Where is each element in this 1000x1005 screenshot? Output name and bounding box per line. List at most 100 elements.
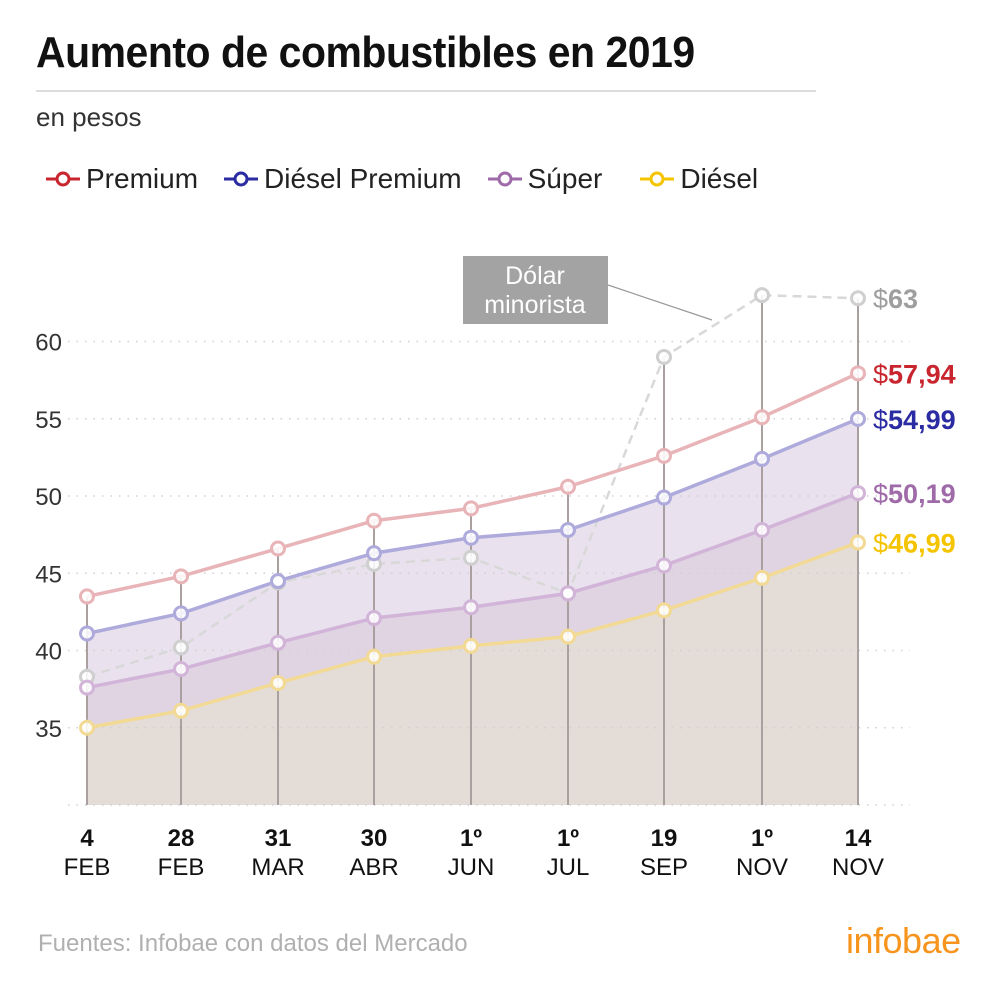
legend-item-premium: Premium — [44, 163, 198, 195]
data-point — [79, 719, 95, 736]
data-point — [173, 568, 189, 585]
data-point — [463, 599, 479, 616]
y-axis-ticks: 35 40 45 50 55 60 — [35, 330, 62, 743]
data-point — [463, 549, 479, 566]
legend-marker-icon — [640, 171, 675, 187]
title-divider — [36, 90, 816, 92]
end-label-value: 50,19 — [888, 479, 956, 509]
annotation-box — [463, 256, 608, 324]
data-point — [560, 585, 576, 602]
data-point — [270, 674, 286, 691]
source-note: Fuentes: Infobae con datos del Mercado — [38, 930, 468, 957]
data-point — [850, 410, 866, 427]
legend-item-diesel-premium: Diésel Premium — [222, 163, 462, 195]
x-tick-day: 1º — [460, 825, 482, 852]
data-point — [656, 489, 672, 506]
end-label-value: 57,94 — [888, 359, 956, 389]
data-point — [173, 639, 189, 656]
x-tick-month: ABR — [349, 854, 398, 881]
data-point — [850, 485, 866, 502]
annotation-line1: Dólar — [505, 262, 565, 290]
data-point — [560, 478, 576, 495]
data-point — [79, 679, 95, 696]
x-tick-day: 31 — [265, 825, 292, 852]
end-label: $54,99 — [873, 405, 956, 435]
end-label: $57,94 — [873, 359, 956, 389]
chart-title: Aumento de combustibles en 2019 — [36, 28, 695, 77]
end-label-value: 54,99 — [888, 405, 956, 435]
legend-marker-icon — [487, 171, 522, 187]
data-point — [656, 602, 672, 619]
data-point — [79, 625, 95, 642]
data-point — [656, 348, 672, 365]
x-tick-day: 1º — [557, 825, 579, 852]
data-point — [754, 409, 770, 426]
infobae-logo[interactable]: infobae — [846, 920, 961, 961]
y-tick-label: 60 — [35, 330, 62, 357]
data-point — [463, 500, 479, 517]
end-label: $63 — [873, 284, 918, 314]
data-point — [560, 628, 576, 645]
data-point — [173, 661, 189, 678]
legend-item-super: Súper — [486, 163, 603, 195]
end-label-value: 63 — [888, 284, 918, 314]
data-point — [850, 534, 866, 551]
data-point — [560, 521, 576, 538]
x-tick-month: JUN — [448, 854, 495, 881]
data-point — [656, 557, 672, 574]
x-tick-month: MAR — [251, 854, 304, 881]
series-points — [79, 287, 866, 736]
x-tick-month: SEP — [640, 854, 688, 881]
annotation-line2: minorista — [484, 291, 586, 319]
legend: Premium Diésel Premium Súper Diésel — [44, 163, 782, 195]
legend-label: Diésel — [680, 163, 759, 194]
annotation-dolar-minorista: Dólar minorista — [463, 256, 713, 324]
end-label-prefix: $ — [873, 359, 888, 389]
x-tick-month: JUL — [547, 854, 590, 881]
data-point — [754, 450, 770, 467]
end-label-prefix: $ — [873, 529, 888, 559]
end-label: $50,19 — [873, 479, 956, 509]
x-tick-day: 30 — [361, 825, 388, 852]
y-tick-label: 50 — [35, 484, 62, 511]
data-point — [754, 287, 770, 304]
x-tick-month: FEB — [64, 854, 111, 881]
x-axis-ticks: 4FEB28FEB31MAR30ABR1ºJUN1ºJUL19SEP1ºNOV1… — [64, 825, 884, 881]
x-tick-month: NOV — [736, 854, 788, 881]
data-point — [270, 634, 286, 651]
x-tick-month: NOV — [832, 854, 884, 881]
data-point — [754, 569, 770, 586]
data-point — [79, 588, 95, 605]
data-point — [463, 529, 479, 546]
y-tick-label: 55 — [35, 407, 62, 434]
end-label: $46,99 — [873, 529, 956, 559]
data-point — [850, 365, 866, 382]
y-tick-label: 40 — [35, 639, 62, 666]
data-point — [270, 540, 286, 557]
data-point — [754, 521, 770, 538]
legend-label: Premium — [86, 163, 199, 194]
annotation-leader-line — [607, 284, 713, 321]
data-point — [366, 512, 382, 529]
end-label-prefix: $ — [873, 479, 888, 509]
end-label-prefix: $ — [873, 284, 888, 314]
data-point — [366, 610, 382, 627]
end-label-prefix: $ — [873, 405, 888, 435]
data-point — [270, 572, 286, 589]
x-tick-day: 28 — [168, 825, 195, 852]
legend-label: Súper — [527, 163, 603, 194]
y-tick-label: 45 — [35, 561, 62, 588]
data-point — [173, 605, 189, 622]
x-tick-day: 14 — [845, 825, 872, 852]
chart-subtitle: en pesos — [36, 102, 142, 132]
legend-marker-icon — [224, 171, 259, 187]
data-point — [173, 702, 189, 719]
data-point — [463, 637, 479, 654]
legend-label: Diésel Premium — [264, 163, 462, 194]
x-tick-day: 19 — [651, 825, 678, 852]
area-di-sel — [87, 542, 858, 805]
y-tick-label: 35 — [35, 716, 62, 743]
data-point — [656, 447, 672, 464]
x-tick-day: 4 — [80, 825, 94, 852]
